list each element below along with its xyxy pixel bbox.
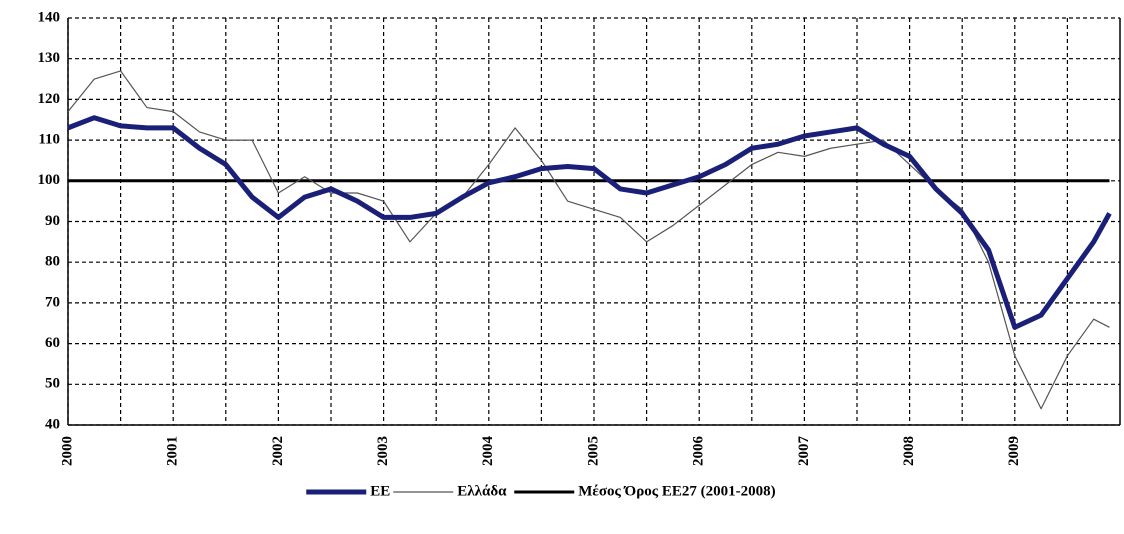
legend-label: Μέσος Όρος ΕΕ27 (2001-2008) [578, 483, 775, 499]
x-tick-label: 2000 [59, 436, 75, 466]
line-series [67, 70, 1110, 410]
x-tick-label: 2001 [165, 436, 181, 466]
y-tick-label: 70 [45, 294, 60, 310]
y-tick-label: 110 [38, 132, 60, 148]
y-tick-label: 140 [38, 9, 61, 25]
x-tick-label: 2005 [585, 436, 601, 466]
y-tick-label: 100 [38, 172, 61, 188]
x-tick-label: 2008 [901, 436, 917, 466]
y-tick-label: 40 [45, 416, 60, 432]
x-tick-label: 2009 [1006, 436, 1022, 466]
y-tick-label: 90 [45, 213, 60, 229]
y-tick-label: 60 [45, 335, 60, 351]
x-tick-label: 2007 [796, 436, 812, 467]
x-tick-label: 2002 [270, 436, 286, 466]
y-tick-label: 130 [38, 50, 61, 66]
y-tick-label: 80 [45, 254, 60, 270]
y-tick-label: 50 [45, 376, 60, 392]
x-tick-label: 2003 [375, 436, 391, 466]
x-tick-label: 2006 [691, 436, 707, 467]
y-tick-label: 120 [38, 91, 61, 107]
legend-label: ΕΕ [370, 483, 390, 499]
line-series [67, 115, 1112, 330]
legend-label: Ελλάδα [457, 483, 507, 499]
x-tick-label: 2004 [480, 436, 496, 467]
